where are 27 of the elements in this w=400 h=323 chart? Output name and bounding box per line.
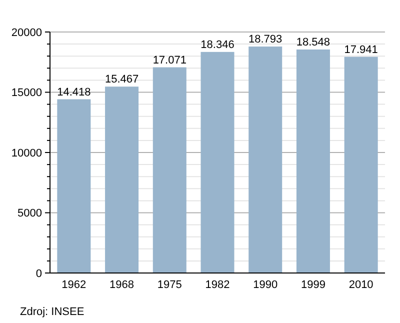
bar (57, 99, 91, 273)
y-tick-label: 10000 (11, 147, 42, 160)
data-label: 18.548 (296, 36, 330, 48)
y-tick-label: 15000 (11, 87, 42, 100)
data-label: 17.941 (344, 44, 378, 56)
x-tick-label: 1999 (300, 279, 326, 291)
data-label: 17.071 (152, 54, 186, 66)
x-tick-label: 1962 (62, 279, 86, 291)
x-tick-label: 1968 (110, 279, 134, 291)
x-tick-label: 1990 (253, 279, 278, 291)
data-label: 18.793 (248, 34, 282, 46)
text: Zdroj: INSEE (20, 306, 84, 318)
bar (344, 56, 378, 273)
y-tick-label: 5000 (18, 208, 42, 220)
bar (152, 67, 186, 273)
data-label: 15.467 (104, 74, 139, 86)
x-tick-label: 1975 (157, 279, 182, 291)
bar (248, 46, 282, 273)
x-tick-label: 2010 (348, 279, 374, 291)
x-tick-label: 1982 (205, 279, 230, 291)
y-tick-label: 0 (36, 268, 42, 280)
data-label: 18.346 (200, 38, 234, 51)
data-label: 14.418 (57, 86, 91, 98)
bar (200, 52, 234, 273)
y-tick-label: 20000 (11, 26, 42, 39)
bar (105, 86, 139, 273)
bar (296, 49, 330, 273)
